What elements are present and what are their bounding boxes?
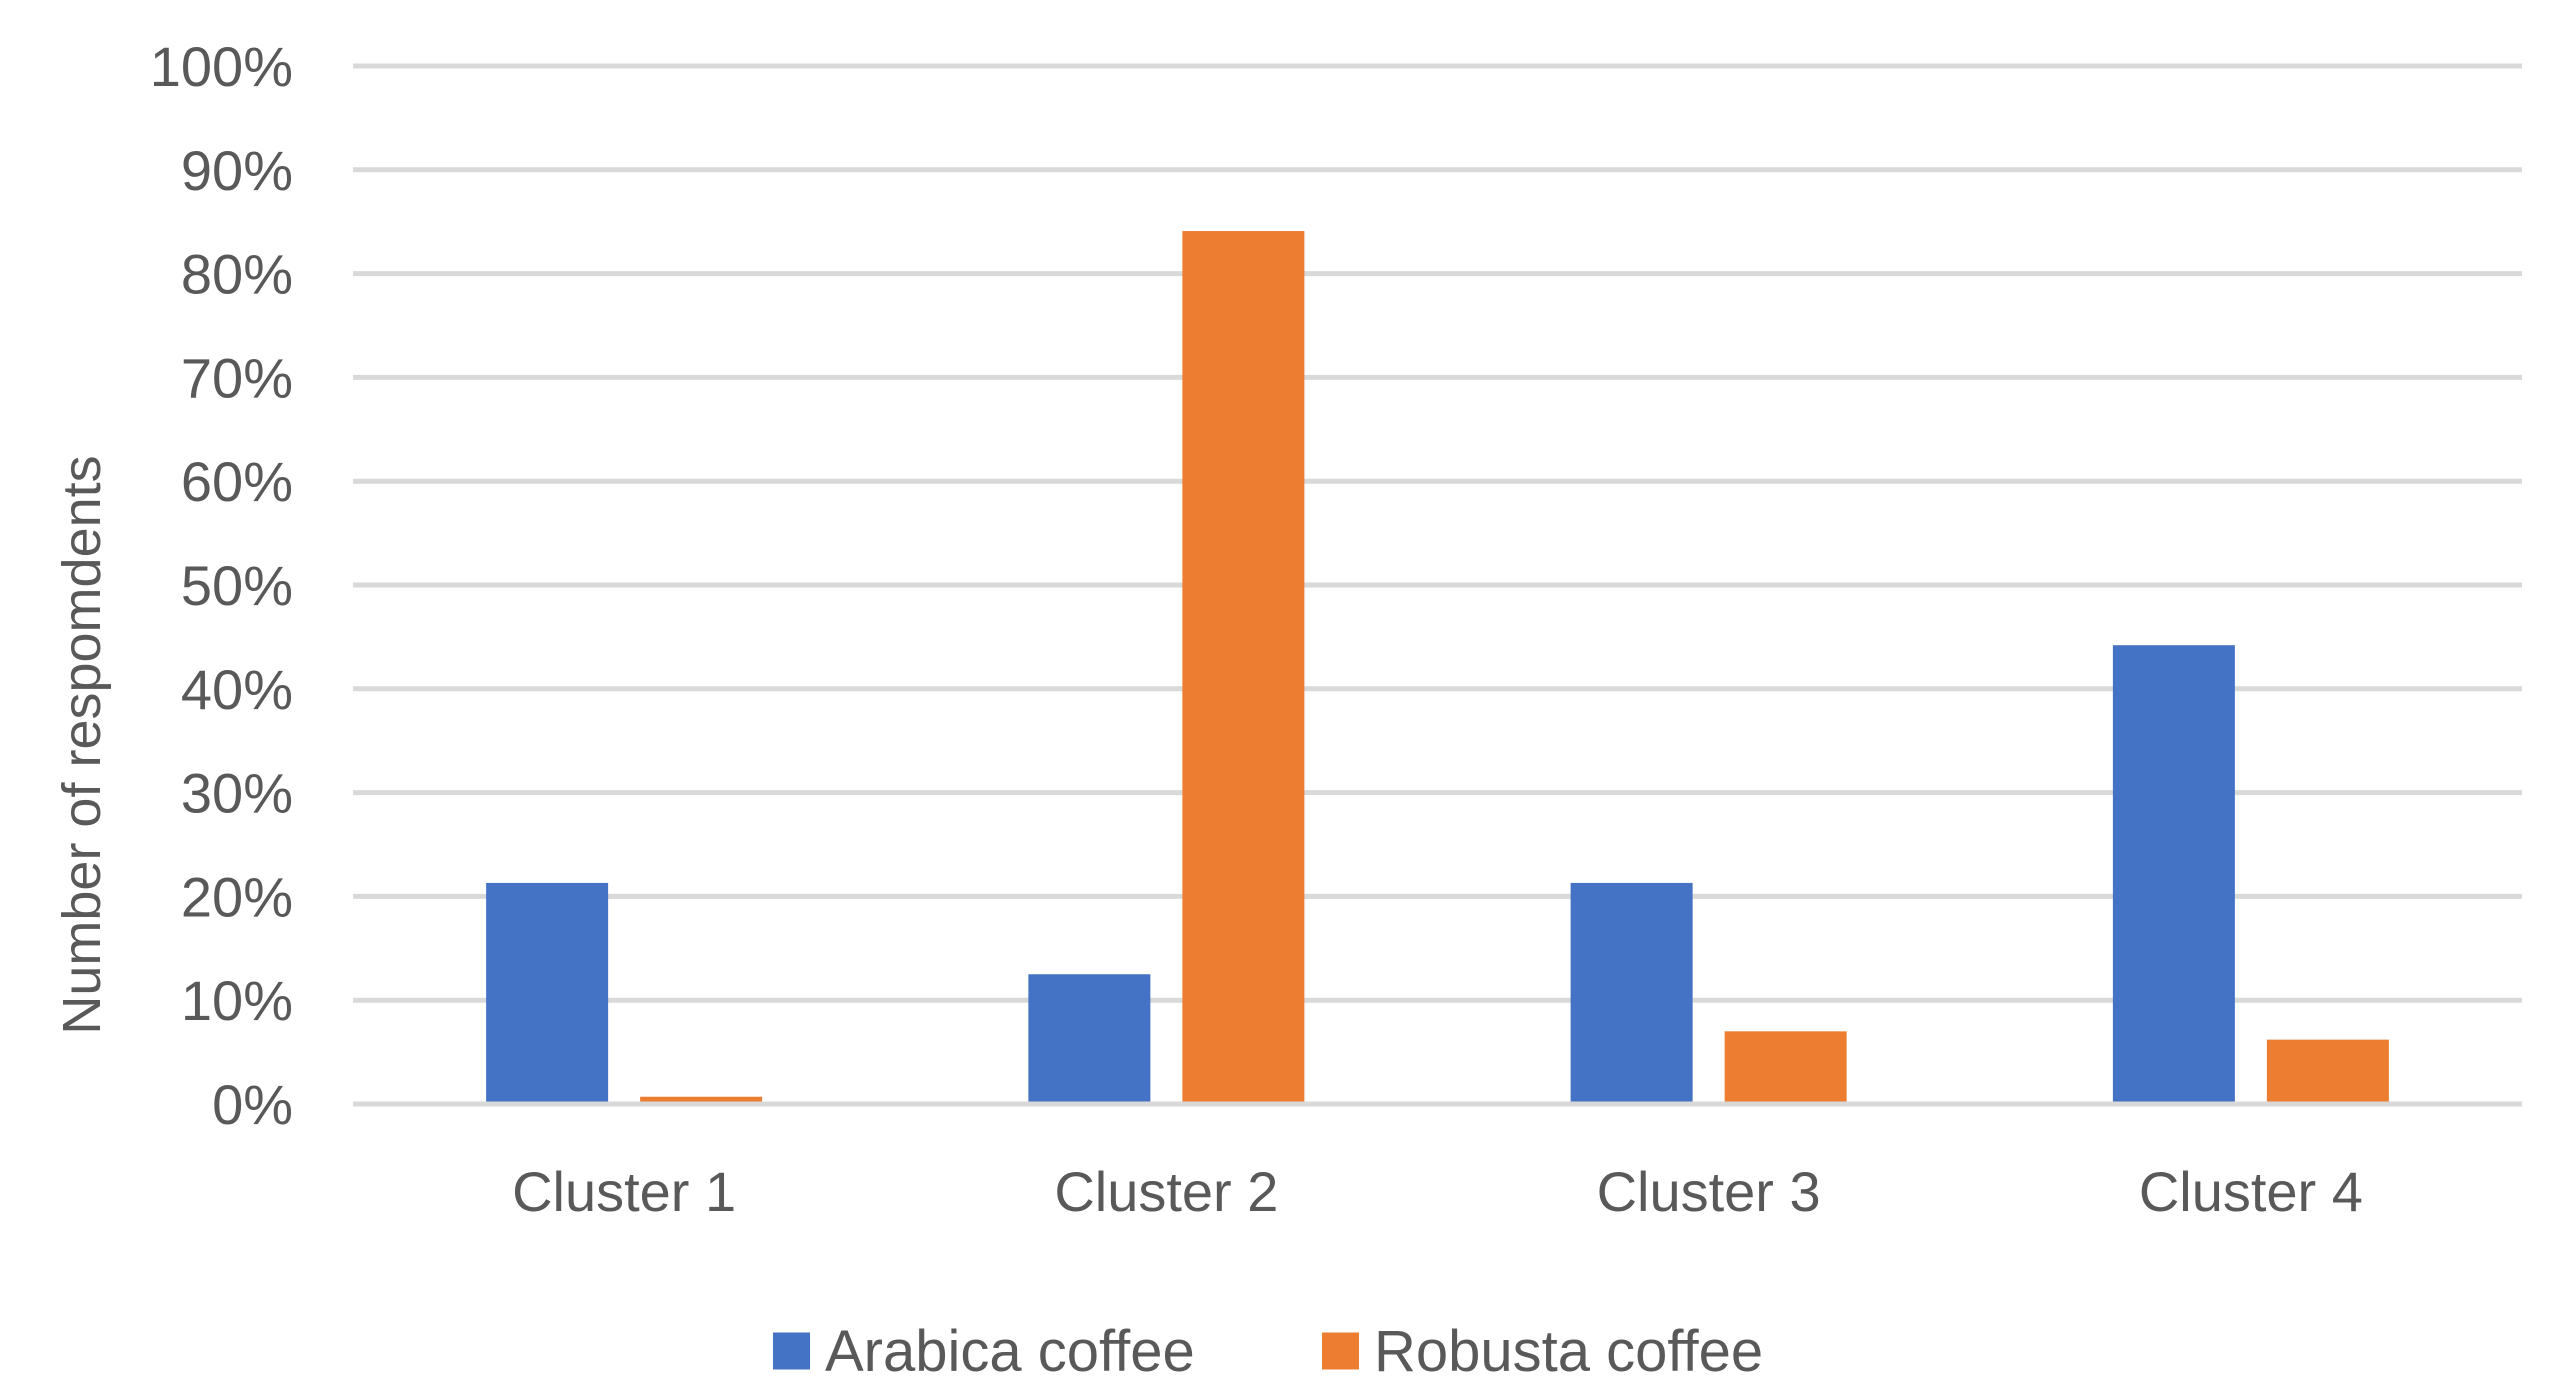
gridlines	[353, 63, 2522, 1003]
x-tick-label: Cluster 1	[512, 1160, 736, 1223]
legend-swatch-arabica-coffee	[773, 1332, 810, 1370]
y-tick-label: 90%	[181, 139, 293, 202]
bar-robusta-coffee-cluster-4	[2266, 1039, 2389, 1104]
x-tick-label: Cluster 4	[2139, 1160, 2363, 1223]
y-axis-tick-labels: 0% 10% 20% 30% 40% 50% 60% 70% 80% 90% 100%	[150, 35, 293, 1136]
y-tick-label: 50%	[181, 554, 293, 617]
y-tick-label: 10%	[181, 969, 293, 1032]
y-tick-label: 100%	[150, 35, 293, 98]
bar-arabica-coffee-cluster-2	[1028, 974, 1151, 1104]
bar-robusta-coffee-cluster-2	[1182, 231, 1305, 1105]
legend-label: Arabica coffee	[825, 1319, 1195, 1384]
x-tick-label: Cluster 2	[1054, 1160, 1278, 1223]
bar-arabica-coffee-cluster-3	[1570, 882, 1693, 1104]
y-tick-label: 0%	[212, 1073, 293, 1136]
y-axis-title: Number of respomdents	[52, 455, 112, 1034]
legend: Arabica coffee Robusta coffee	[773, 1319, 1763, 1384]
y-tick-label: 20%	[181, 865, 293, 928]
y-tick-label: 80%	[181, 243, 293, 306]
legend-label: Robusta coffee	[1374, 1319, 1763, 1384]
x-axis-tick-labels: Cluster 1 Cluster 2 Cluster 3 Cluster 4	[512, 1160, 2363, 1223]
bar-arabica-coffee-cluster-4	[2112, 645, 2235, 1104]
legend-swatch-robusta-coffee	[1322, 1332, 1359, 1370]
bar-arabica-coffee-cluster-1	[486, 882, 609, 1104]
y-tick-label: 60%	[181, 450, 293, 513]
bars	[486, 231, 2389, 1105]
y-tick-label: 70%	[181, 346, 293, 409]
bar-robusta-coffee-cluster-1	[640, 1096, 763, 1104]
y-tick-label: 40%	[181, 658, 293, 721]
x-tick-label: Cluster 3	[1597, 1160, 1821, 1223]
bar-robusta-coffee-cluster-3	[1724, 1031, 1847, 1104]
y-tick-label: 30%	[181, 762, 293, 825]
